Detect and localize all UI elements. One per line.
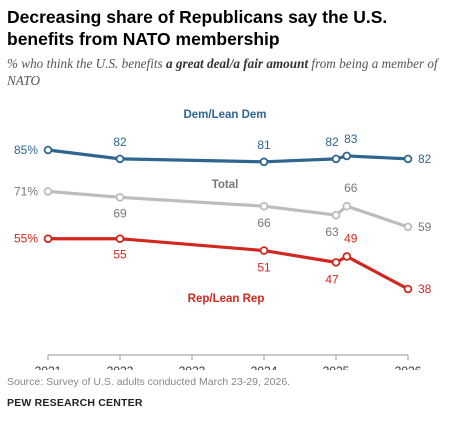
series-line: [46, 237, 410, 291]
data-label: 55: [113, 248, 127, 262]
data-point: [342, 201, 352, 211]
series-line: [46, 148, 410, 164]
data-point: [43, 234, 53, 244]
data-label: 59: [418, 220, 432, 234]
data-point: [403, 154, 413, 164]
data-label: 85%: [14, 143, 38, 157]
chart-subtitle: % who think the U.S. benefits a great de…: [7, 55, 447, 89]
data-label: 66: [257, 216, 271, 230]
data-label: 55%: [14, 232, 38, 246]
data-point: [115, 154, 125, 164]
source-note: Source: Survey of U.S. adults conducted …: [7, 376, 291, 388]
subtitle-text-emphasis: a great deal/a fair amount: [165, 56, 309, 71]
data-point: [115, 234, 125, 244]
data-label: 82: [113, 135, 127, 149]
subtitle-text-start: % who think the U.S. benefits: [7, 56, 166, 71]
x-tick-label: 2024: [251, 364, 278, 370]
data-label: 47: [325, 272, 339, 286]
data-point: [259, 201, 269, 211]
data-point: [331, 258, 341, 267]
x-tick-label: 2022: [107, 364, 134, 370]
data-point: [259, 246, 269, 255]
data-point: [259, 157, 269, 167]
data-point: [331, 154, 341, 164]
data-point: [43, 145, 53, 155]
data-point: [342, 151, 352, 161]
x-tick-label: 2021: [35, 364, 62, 370]
data-label: 38: [418, 282, 432, 296]
data-point: [403, 284, 413, 294]
series-name-label: Rep/Lean Rep: [188, 293, 265, 305]
data-label: 83: [344, 132, 358, 146]
data-point: [342, 252, 352, 261]
line-chart: 2021 2022 2023 2024 2025 2026 85% 82 81 82 83 82 Dem…: [14, 109, 432, 370]
series-name-label: Total: [212, 179, 239, 191]
data-label: 69: [113, 206, 127, 220]
data-point: [403, 222, 413, 232]
data-label: 82: [325, 135, 339, 149]
data-label: 71%: [14, 184, 38, 198]
data-point: [115, 193, 125, 202]
brand-logo-text: PEW RESEARCH CENTER: [7, 397, 143, 409]
data-label: 51: [257, 261, 271, 275]
data-label: 81: [257, 138, 271, 152]
data-label: 82: [418, 152, 432, 166]
data-label: 66: [344, 181, 358, 195]
series-line: [46, 189, 410, 229]
x-tick-label: 2026: [395, 364, 422, 370]
data-point: [43, 187, 53, 196]
data-point: [331, 210, 341, 220]
x-tick-label: 2023: [179, 364, 206, 370]
subtitle-text-end: from being a member of NATO: [7, 56, 438, 88]
series-name-label: Dem/Lean Dem: [183, 109, 266, 121]
x-tick-label: 2025: [323, 364, 350, 370]
data-label: 49: [344, 231, 358, 245]
chart-title: Decreasing share of Republicans say the …: [7, 7, 388, 49]
data-label: 63: [325, 225, 339, 239]
